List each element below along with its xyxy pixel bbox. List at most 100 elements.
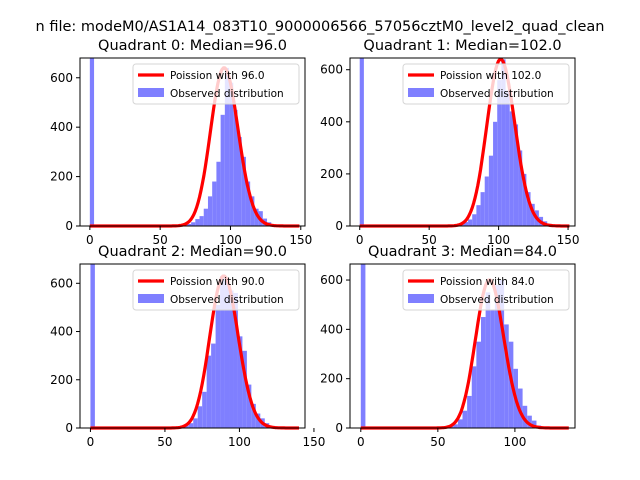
histogram-bar (518, 150, 523, 226)
histogram-bar (229, 82, 234, 227)
histogram-bar (497, 80, 502, 227)
histogram-bar (195, 219, 200, 226)
histogram-bar (476, 341, 481, 428)
x-tick-label: 50 (153, 233, 168, 247)
legend-patch-swatch (138, 294, 164, 303)
histogram-bar (505, 90, 510, 226)
histogram-bar (504, 324, 509, 428)
histogram-bar (246, 384, 252, 428)
histogram-bar (250, 196, 255, 226)
legend-box (132, 63, 300, 105)
x-tick-label: 50 (422, 233, 437, 247)
legend: Poission with 96.0 Observed distribution (132, 63, 300, 105)
legend-patch-swatch (138, 88, 164, 97)
x-tick-label: 0 (87, 435, 95, 449)
x-tick-label: 100 (219, 233, 242, 247)
legend-label-model: Poission with 84.0 (440, 276, 535, 288)
axes-frame (349, 263, 576, 429)
x-tick-label: 150 (289, 233, 312, 247)
histogram-bar (467, 395, 472, 428)
histogram-bar (184, 425, 189, 428)
histogram-bar (360, 264, 366, 428)
legend-box (402, 269, 570, 311)
legend-box (132, 269, 300, 311)
legend: Poission with 102.0 Observed distribution (402, 63, 570, 105)
x-tick-label: 150 (302, 435, 325, 449)
quadrant-0-chart: 0 50 100 150 0 200 400 600 Quadrant 0: Median=96… (50, 38, 312, 247)
x-tick-label: 0 (357, 435, 365, 449)
histogram-bar (233, 292, 238, 428)
histogram-bar (212, 181, 217, 226)
y-tick-label: 200 (50, 373, 73, 387)
histogram-bar (199, 216, 204, 226)
quadrant-2-chart: 0 50 100 150 0 200 400 600 Quadrant 2: Median=90… (50, 244, 325, 449)
subplot-title: Quadrant 2: Median=90.0 (98, 244, 287, 260)
legend-label-observed: Observed distribution (440, 294, 554, 306)
histogram-bar (522, 173, 527, 226)
legend-label-observed: Observed distribution (170, 294, 284, 306)
histogram-bar (468, 219, 473, 226)
x-tick-label: 100 (228, 435, 251, 449)
x-tick-label: 0 (356, 233, 364, 247)
histogram-bar (216, 161, 221, 226)
legend-label-model: Poission with 96.0 (170, 70, 265, 82)
y-tick-label: 200 (320, 372, 343, 386)
histogram-bar (526, 192, 531, 226)
y-tick-label: 0 (335, 421, 343, 435)
histogram-bar (229, 290, 234, 428)
histogram-bar (206, 355, 212, 428)
histogram-bar (472, 214, 477, 226)
axes-frame (349, 57, 576, 227)
histogram-bar (527, 415, 532, 428)
y-tick-label: 400 (320, 115, 343, 129)
y-tick-label: 200 (320, 167, 343, 181)
histogram-bar (255, 413, 261, 428)
legend-label-observed: Observed distribution (440, 88, 554, 100)
legend: Poission with 84.0 Observed distribution (402, 269, 570, 311)
y-tick-label: 400 (50, 325, 73, 339)
histogram-bar (476, 205, 481, 226)
legend-label-model: Poission with 90.0 (170, 276, 265, 288)
y-tick-label: 400 (50, 120, 73, 134)
histogram-bar (457, 419, 463, 428)
y-tick-label: 0 (335, 219, 343, 233)
legend: Poission with 90.0 Observed distribution (132, 269, 300, 311)
histogram-bar (241, 156, 246, 226)
x-tick-label: 100 (487, 233, 510, 247)
legend-patch-swatch (408, 294, 434, 303)
histogram-bar (522, 405, 528, 428)
histogram-bar (207, 196, 213, 226)
quadrant-3-chart: 0 50 100 0 200 400 600 Quadrant 3: Median=84.0 P… (320, 244, 576, 449)
histogram-bar (191, 222, 196, 226)
histogram-bar (224, 280, 230, 428)
histogram-bar (359, 58, 364, 226)
histogram-bar (245, 181, 251, 226)
histogram-bar (220, 114, 225, 226)
legend-box (402, 63, 570, 105)
y-tick-label: 0 (65, 219, 73, 233)
histogram-bar (211, 343, 216, 428)
histogram-bar (501, 59, 506, 227)
histogram-bar (197, 406, 203, 428)
histogram-bar (254, 208, 259, 226)
histogram-bar (233, 109, 238, 226)
histogram-bar (480, 317, 486, 428)
histogram-bar (188, 423, 194, 428)
histogram-bar (485, 292, 491, 428)
histogram-bar (494, 284, 500, 428)
figure-suptitle: n file: modeM0/AS1A14_083T10_9000006566_… (36, 19, 605, 35)
histogram-bar (531, 420, 537, 428)
y-tick-label: 400 (320, 322, 343, 336)
histogram-bar (513, 124, 519, 226)
histogram-bar (237, 137, 242, 226)
x-tick-label: 150 (557, 233, 580, 247)
y-tick-label: 600 (320, 63, 343, 77)
histogram-bar (490, 309, 495, 428)
histogram-bar (193, 418, 198, 428)
histogram-bar (215, 305, 221, 428)
subplot-title: Quadrant 0: Median=96.0 (98, 38, 287, 54)
y-tick-label: 200 (50, 170, 73, 184)
x-tick-label: 0 (86, 233, 94, 247)
y-tick-label: 600 (320, 273, 343, 287)
